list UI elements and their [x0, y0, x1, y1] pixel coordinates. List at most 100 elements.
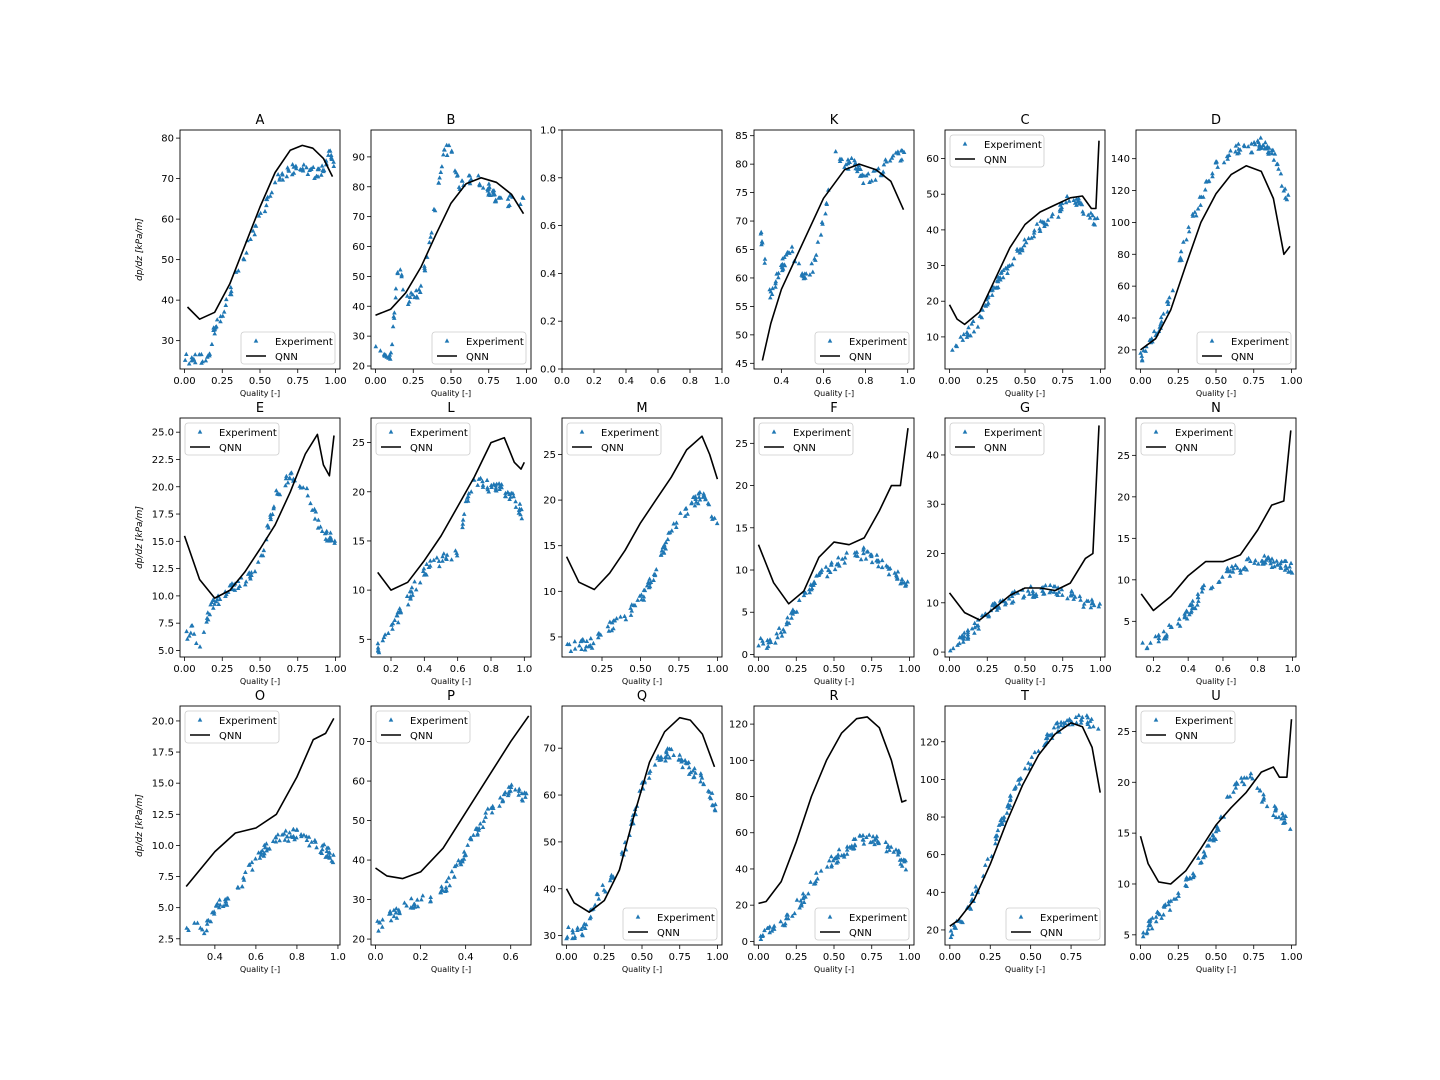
x-tick-label: 0.6 [503, 952, 519, 963]
experiment-point [794, 609, 800, 614]
experiment-point [1199, 589, 1205, 594]
experiment-point [1096, 604, 1102, 609]
experiment-point [1210, 171, 1215, 176]
experiment-point [444, 878, 449, 884]
y-tick-label: 70 [543, 744, 556, 755]
experiment-point [428, 899, 433, 904]
y-tick-label: 70 [352, 212, 365, 223]
x-tick-label: 0.50 [249, 664, 271, 675]
y-tick-label: 60 [735, 273, 748, 284]
experiment-point [507, 496, 512, 501]
experiment-point [386, 630, 391, 635]
experiment-point [950, 347, 955, 352]
experiment-point [686, 765, 692, 770]
experiment-point [833, 149, 838, 154]
experiment-point [195, 920, 200, 925]
legend-experiment-label: Experiment [410, 716, 468, 727]
experiment-point [1184, 237, 1189, 242]
experiment-point [413, 587, 419, 592]
experiment-point [1195, 206, 1201, 211]
experiment-point [819, 219, 825, 224]
experiment-point [264, 202, 269, 208]
experiment-point [659, 548, 665, 553]
experiment-point [1207, 837, 1212, 842]
experiment-point [893, 847, 899, 852]
experiment-point [228, 284, 234, 290]
experiment-point [1163, 902, 1168, 907]
legend-experiment-marker [827, 914, 833, 919]
experiment-point [224, 591, 229, 597]
subplot-title: T [1020, 689, 1029, 704]
experiment-point [388, 918, 394, 923]
experiment-point [510, 491, 516, 496]
experiment-point [480, 478, 485, 484]
experiment-point [976, 626, 981, 631]
experiment-point [960, 337, 966, 342]
experiment-point [300, 166, 305, 171]
experiment-point [990, 603, 995, 608]
experiment-point [1177, 616, 1182, 621]
model-line [375, 177, 525, 316]
experiment-point [449, 149, 455, 154]
experiment-point [1166, 902, 1171, 907]
y-tick-label: 17.5 [152, 510, 174, 521]
experiment-point [572, 646, 578, 651]
experiment-point [1281, 188, 1287, 193]
experiment-point [796, 261, 802, 266]
experiment-point [439, 164, 445, 169]
experiment-point [972, 620, 977, 625]
experiment-point [1167, 907, 1173, 912]
experiment-point [823, 564, 829, 569]
experiment-point [1078, 720, 1084, 725]
experiment-point [192, 920, 197, 925]
experiment-point [388, 350, 394, 355]
experiment-point [1143, 348, 1148, 353]
legend: Experiment QNN [949, 422, 1045, 456]
experiment-point [965, 632, 971, 637]
y-tick-label: 40 [926, 225, 939, 236]
experiment-point [516, 788, 522, 793]
experiment-point [422, 263, 427, 268]
experiment-point [310, 164, 316, 169]
experiment-point [861, 837, 866, 842]
x-axis-label: Quality [-] [814, 965, 854, 974]
experiment-point [508, 784, 514, 789]
experiment-point [415, 897, 420, 902]
experiment-point [1233, 562, 1238, 568]
experiment-point [468, 489, 474, 494]
experiment-point [844, 851, 850, 856]
subplot-title: O [255, 689, 265, 704]
experiment-point [1275, 562, 1281, 567]
experiment-point [1178, 249, 1184, 254]
experiment-point [601, 887, 607, 892]
experiment-point [799, 903, 804, 908]
experiment-point [614, 616, 619, 621]
experiment-point [436, 558, 442, 563]
experiment-point [829, 854, 834, 859]
experiment-point [879, 557, 885, 563]
y-tick-label: 70 [352, 737, 365, 748]
experiment-point [998, 270, 1004, 275]
experiment-point [225, 896, 231, 901]
y-tick-label: 15 [1117, 829, 1130, 840]
experiment-point [1261, 797, 1266, 802]
experiment-point [1051, 589, 1057, 594]
experiment-point [637, 593, 643, 598]
experiment-point [201, 629, 207, 634]
y-tick-label: 15.0 [152, 779, 174, 790]
experiment-point [185, 636, 190, 641]
experiment-point [807, 587, 812, 592]
experiment-point [783, 916, 789, 921]
legend-model-label: QNN [410, 731, 433, 742]
experiment-point [203, 358, 209, 363]
experiment-point [405, 301, 411, 306]
x-tick-label: 1.0 [330, 952, 346, 963]
experiment-point [328, 530, 333, 535]
x-tick-label: 1.00 [515, 376, 537, 387]
experiment-point [1051, 725, 1057, 730]
x-tick-label: 0.4 [458, 952, 474, 963]
experiment-point [408, 905, 414, 910]
experiment-point [460, 517, 466, 522]
experiment-point [1009, 593, 1015, 598]
experiment-point [1285, 192, 1291, 197]
